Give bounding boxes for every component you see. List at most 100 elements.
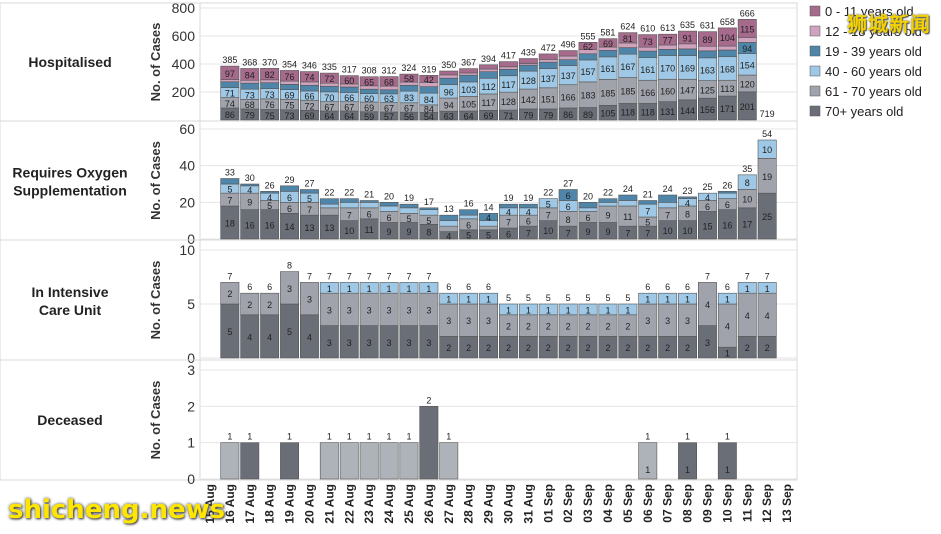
x-tick-label: 12 Sep: [760, 484, 774, 523]
segment-label: 25: [762, 212, 772, 222]
legend-label: 40 - 60 years old: [825, 64, 922, 79]
segment-label: 1: [605, 305, 610, 315]
segment-label: 4: [247, 332, 252, 342]
segment-label: 6: [466, 220, 471, 230]
segment-label: 5: [267, 201, 272, 211]
bar-segment: [697, 50, 717, 59]
bar-segment: [240, 82, 260, 90]
bar-segment: [439, 442, 459, 480]
bar-segment: [419, 86, 439, 94]
bar-segment: [498, 303, 518, 316]
bar-segment: [339, 86, 359, 93]
bar-segment: [220, 178, 240, 185]
segment-label: 2: [546, 322, 551, 332]
bar-total-label: 7: [745, 271, 750, 281]
bar-segment: [598, 202, 618, 207]
bar-total-label: 19: [503, 193, 513, 203]
segment-label: 67: [384, 103, 394, 113]
segment-label: 2: [685, 343, 690, 353]
segment-label: 74: [225, 99, 235, 109]
segment-label: 4: [267, 193, 272, 203]
segment-label: 3: [426, 305, 431, 315]
bar-total-label: 346: [302, 61, 317, 71]
segment-label: 161: [640, 65, 655, 75]
segment-label: 71: [225, 89, 235, 99]
bar-total-label: 22: [324, 188, 334, 198]
bar-total-label: 7: [387, 271, 392, 281]
bar-total-label: 1: [387, 432, 392, 442]
segment-label: 42: [424, 75, 434, 85]
segment-label: 84: [424, 95, 434, 105]
bar-total-label: 6: [486, 282, 491, 292]
segment-label: 16: [245, 220, 255, 230]
bar-segment: [220, 81, 240, 88]
segment-label: 69: [603, 39, 613, 49]
segment-label: 70: [324, 93, 334, 103]
segment-label: 6: [287, 193, 292, 203]
bar-segment: [578, 202, 598, 209]
segment-label: 73: [285, 111, 295, 121]
bar-total-label: 613: [660, 23, 675, 33]
segment-label: 2: [605, 322, 610, 332]
segment-label: 64: [324, 112, 334, 122]
segment-label: 161: [600, 64, 615, 74]
segment-label: 9: [605, 227, 610, 237]
x-tick-label: 19 Aug: [283, 484, 297, 524]
bar-total-label: 23: [683, 186, 693, 196]
x-tick-label: 11 Sep: [740, 484, 754, 522]
segment-label: 69: [304, 111, 314, 121]
segment-label: 2: [546, 343, 551, 353]
panel-title: Deceased: [37, 412, 102, 428]
bar-segment: [538, 303, 558, 316]
legend-swatch: [809, 25, 821, 37]
x-tick-label: 22 Aug: [342, 484, 356, 524]
bar-total-label: 35: [742, 164, 752, 174]
bar-segment: [439, 225, 459, 232]
segment-label: 94: [742, 44, 752, 54]
x-tick-label: 07 Sep: [661, 484, 675, 523]
bar-segment: [319, 203, 339, 209]
y-tick-label: 5: [187, 296, 195, 312]
segment-label: 2: [526, 343, 531, 353]
segment-label: 185: [600, 88, 615, 98]
segment-label: 1: [625, 305, 630, 315]
segment-label: 4: [765, 311, 770, 321]
segment-label: 171: [720, 104, 735, 114]
x-tick-label: 28 Aug: [462, 484, 476, 524]
bar-segment: [498, 203, 518, 209]
segment-label: 5: [426, 216, 431, 226]
segment-label: 19: [762, 172, 772, 182]
bar-segment: [717, 191, 737, 194]
segment-label: 9: [247, 197, 252, 207]
segment-label: 3: [387, 338, 392, 348]
y-tick-label: 0: [187, 231, 195, 247]
bar-segment: [479, 225, 499, 231]
bar-segment: [379, 282, 399, 294]
segment-label: 2: [446, 343, 451, 353]
bar-total-label: 555: [581, 31, 596, 41]
bar-total-label: 30: [245, 173, 255, 183]
bar-total-label: 7: [367, 271, 372, 281]
segment-label: 57: [384, 112, 394, 122]
bar-total-label: 7: [406, 271, 411, 281]
segment-label: 5: [466, 230, 471, 240]
bar-segment: [678, 48, 698, 56]
segment-label: 3: [406, 338, 411, 348]
segment-label: 3: [486, 316, 491, 326]
bar-segment: [598, 50, 618, 58]
segment-label: 68: [384, 77, 394, 87]
segment-label: 2: [625, 343, 630, 353]
y-tick-label: 20: [179, 194, 195, 210]
segment-label: 142: [521, 95, 536, 105]
panel-title: Supplementation: [13, 183, 127, 199]
bar-segment: [717, 292, 737, 305]
segment-label: 3: [327, 338, 332, 348]
segment-label: 1: [387, 284, 392, 294]
bar-segment: [240, 183, 260, 187]
bar-segment: [697, 31, 717, 47]
segment-label: 2: [765, 343, 770, 353]
bar-segment: [280, 442, 300, 480]
bar-total-label: 308: [362, 66, 377, 76]
x-tick-label: 31 Aug: [521, 484, 535, 524]
segment-label: 63: [444, 112, 454, 122]
